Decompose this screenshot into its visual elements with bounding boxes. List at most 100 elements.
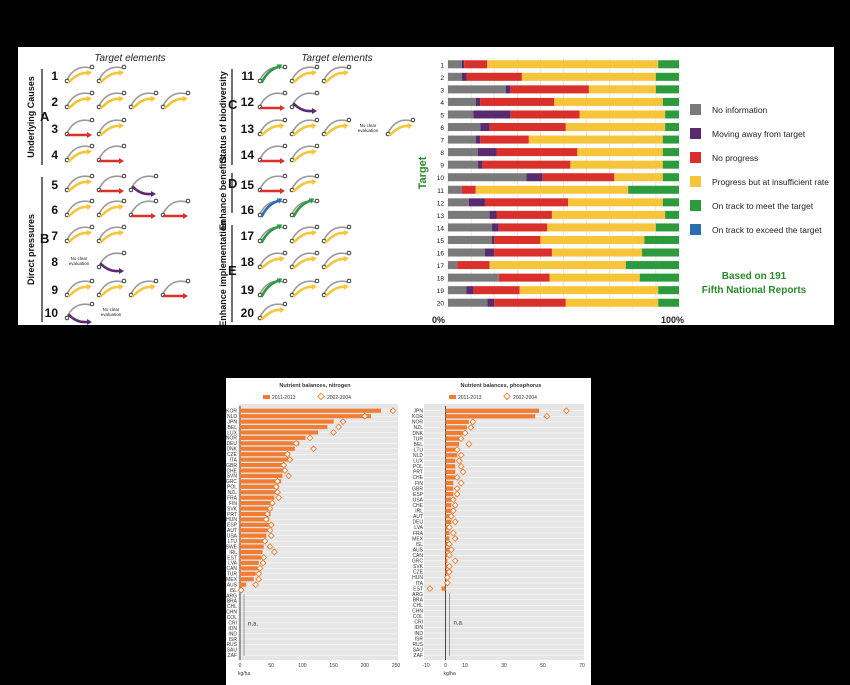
marker	[292, 439, 300, 447]
legend-swatch	[690, 224, 701, 235]
category-label: ZAF	[414, 653, 423, 659]
category-label: BEL	[228, 425, 238, 431]
bar	[240, 446, 295, 451]
bar-segment	[475, 97, 481, 106]
category-label: ARG	[226, 593, 237, 599]
progress-arc	[66, 92, 92, 107]
category-label: USA	[227, 534, 238, 540]
bar-segment	[489, 261, 626, 270]
arrowhead-yellow	[118, 70, 124, 76]
bar-segment	[475, 135, 481, 144]
marker	[266, 543, 274, 551]
end-dot	[282, 301, 288, 307]
category-label: FRA	[413, 531, 424, 537]
arrow-yellow	[324, 71, 346, 84]
marker	[459, 468, 467, 476]
bar	[240, 511, 271, 517]
target-element-icon	[289, 143, 320, 163]
progress-arc	[98, 226, 124, 241]
target-element-icon	[385, 117, 416, 137]
target-element-icon	[257, 173, 288, 194]
marker	[443, 573, 451, 581]
category-label: IRL	[229, 550, 237, 556]
arrowhead-yellow	[182, 96, 188, 102]
end-dot	[282, 143, 288, 149]
target-elements-header-right: Target elements	[301, 53, 372, 64]
arrowhead-yellow	[311, 149, 317, 155]
arrowhead-red	[280, 158, 285, 164]
y-tick-label: 7	[440, 138, 444, 145]
bar-segment	[665, 110, 679, 119]
marker	[451, 557, 459, 565]
category-label: GRC	[412, 559, 424, 565]
category-label: DEU	[226, 441, 237, 447]
y-tick-label: 17	[437, 263, 445, 270]
arrowhead-yellow	[279, 307, 285, 313]
bar-segment	[448, 85, 506, 94]
bar-segment	[448, 60, 462, 69]
bar	[240, 533, 267, 538]
bar	[240, 435, 306, 440]
marker	[447, 546, 455, 554]
bar	[240, 452, 290, 457]
bar	[445, 530, 450, 536]
plot-background	[424, 404, 584, 660]
marker	[457, 435, 465, 443]
arrowhead-red	[183, 293, 188, 299]
group-label: Underlying Causes	[26, 76, 36, 158]
category-label: IDN	[414, 625, 423, 631]
x-tick-label: 200	[361, 663, 370, 669]
arrow-purple	[67, 313, 89, 324]
end-dot	[314, 117, 320, 123]
bar-segment	[494, 298, 566, 307]
bar	[240, 479, 282, 484]
category-label: SAU	[413, 647, 424, 653]
end-dot	[314, 198, 320, 204]
na-label: n.a.	[248, 621, 258, 627]
bar-segment	[614, 173, 663, 182]
target-element-icon	[321, 278, 352, 298]
y-tick-label: 19	[437, 288, 445, 295]
target-element-icon	[128, 198, 159, 219]
bar-segment	[457, 261, 490, 270]
progress-arc	[162, 280, 188, 295]
category-label: MEX	[226, 577, 238, 583]
bar-segment	[448, 235, 492, 244]
end-dot	[121, 250, 127, 256]
marker	[272, 483, 280, 491]
group-label: Status of biodiversity	[218, 71, 228, 163]
arrow-yellow	[260, 257, 282, 270]
bar-segment	[448, 160, 479, 169]
arrowhead-yellow	[86, 179, 92, 185]
target-number-20: 20	[241, 306, 255, 320]
marker	[280, 461, 288, 469]
arrowhead-yellow	[407, 123, 413, 129]
progress-arc	[66, 119, 92, 134]
marker	[453, 490, 461, 498]
progress-arc	[291, 119, 317, 134]
target-number-13: 13	[241, 122, 255, 136]
category-label: LUX	[227, 430, 237, 436]
group-letter-D: D	[228, 176, 237, 191]
category-label: SWE	[226, 544, 238, 550]
bar-segment	[549, 273, 640, 282]
progress-arc	[259, 200, 285, 215]
target-element-icon	[321, 250, 352, 270]
category-label: IRL	[415, 509, 423, 515]
marker	[451, 518, 459, 526]
group-label: Enhance implementation	[218, 220, 228, 325]
arrowhead-green	[276, 224, 283, 230]
category-label: ISL	[415, 542, 423, 548]
marker	[426, 585, 434, 593]
category-label: CRI	[228, 620, 237, 626]
legend-swatch	[690, 128, 701, 139]
progress-arc	[98, 92, 124, 107]
group-letter-E: E	[228, 263, 237, 278]
marker	[285, 472, 293, 480]
bar	[240, 522, 269, 527]
legend-label: Progress but at insufficient rate	[712, 177, 829, 187]
chart-title: Nutrient balances, nitrogen	[279, 383, 351, 389]
bar-segment	[482, 160, 571, 169]
target-element-icon	[160, 90, 191, 110]
bar-segment	[448, 198, 469, 207]
